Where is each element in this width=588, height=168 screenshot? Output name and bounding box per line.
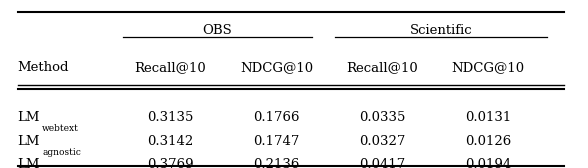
Text: LM: LM — [18, 158, 40, 168]
Text: Scientific: Scientific — [410, 24, 472, 37]
Text: Method: Method — [18, 61, 69, 74]
Text: agnostic: agnostic — [42, 148, 81, 157]
Text: 0.0417: 0.0417 — [359, 158, 405, 168]
Text: 0.0335: 0.0335 — [359, 111, 405, 124]
Text: Recall@10: Recall@10 — [135, 61, 206, 74]
Text: 0.0194: 0.0194 — [465, 158, 511, 168]
Text: 0.1766: 0.1766 — [253, 111, 300, 124]
Text: LM: LM — [18, 111, 40, 124]
Text: 0.3135: 0.3135 — [148, 111, 193, 124]
Text: NDCG@10: NDCG@10 — [240, 61, 313, 74]
Text: LM: LM — [18, 135, 40, 148]
Text: Recall@10: Recall@10 — [346, 61, 418, 74]
Text: NDCG@10: NDCG@10 — [452, 61, 524, 74]
Text: webtext: webtext — [42, 124, 79, 133]
Text: 0.0327: 0.0327 — [359, 135, 405, 148]
Text: 0.0131: 0.0131 — [465, 111, 511, 124]
Text: 0.3769: 0.3769 — [147, 158, 194, 168]
Text: 0.3142: 0.3142 — [148, 135, 193, 148]
Text: 0.2136: 0.2136 — [253, 158, 299, 168]
Text: 0.0126: 0.0126 — [465, 135, 511, 148]
Text: 0.1747: 0.1747 — [253, 135, 299, 148]
Text: OBS: OBS — [203, 24, 232, 37]
